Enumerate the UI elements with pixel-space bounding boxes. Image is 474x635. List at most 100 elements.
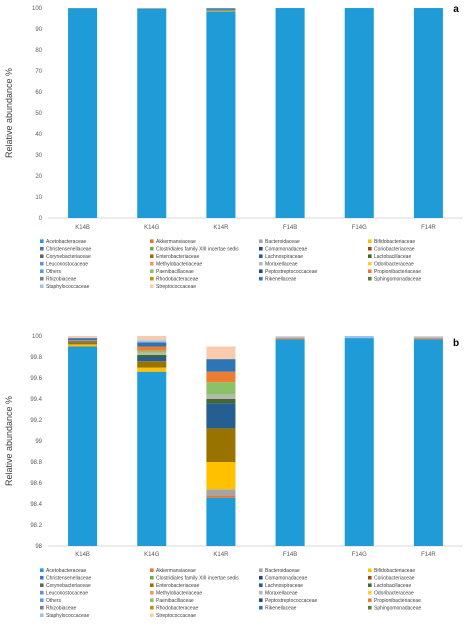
- panel-a-ytick-label: 60: [35, 90, 42, 96]
- panel-a-bar-segment-k14r-bifidobacteriaceae: [206, 10, 236, 12]
- panel-b-y-axis-title: Relative abundance %: [4, 396, 14, 486]
- panel-b-ytick-label: 99.2: [30, 418, 42, 424]
- panel-a-legend-label: Staphylococcaceae: [46, 284, 90, 290]
- panel-a-legend-label: Enterobacteriaceae: [156, 254, 200, 260]
- panel-b-xtick-label: K14G: [144, 552, 160, 558]
- panel-a-legend-label: Propionibacteriaceae: [374, 269, 421, 275]
- panel-a-ytick-label: 50: [35, 111, 42, 117]
- panel-a-legend-swatch: [150, 261, 154, 266]
- panel-a-bar-segment-f14r-acetobacteraceae: [413, 8, 443, 218]
- panel-b-bar-segment-k14g-enterobacteriaceae: [137, 361, 167, 368]
- panel-b-bar-segment-f14b-acetobacteraceae: [275, 339, 305, 546]
- panel-a-legend-swatch: [368, 246, 372, 251]
- panel-a-legend-swatch: [40, 261, 44, 266]
- panel-a-legend-label: Bifidobacteriaceae: [374, 239, 415, 245]
- panel-a-legend-label: Leuconostocaceae: [46, 262, 88, 268]
- panel-b-bar-segment-f14g-staphylococcaceae: [344, 336, 374, 339]
- panel-b-ytick-label: 99.4: [30, 397, 42, 403]
- panel-a-ytick-label: 70: [35, 69, 42, 75]
- panel-b-bar-segment-f14b-streptococcaceae: [275, 336, 305, 338]
- panel-b-bar-segment-k14b-acetobacteraceae: [68, 346, 98, 546]
- panel-a-legend-swatch: [368, 239, 372, 243]
- panel-b-bar-segment-k14g-acetobacteraceae: [137, 371, 167, 546]
- panel-b-bar-segment-k14b-enterobacteriaceae: [68, 342, 98, 345]
- panel-b-legend-swatch: [40, 568, 44, 572]
- panel-a-legend-label: Bacteroidaceae: [265, 239, 300, 245]
- panel-a-legend-label: Methylobacteriaceae: [156, 262, 202, 268]
- panel-b-ytick-label: 98.6: [30, 481, 42, 487]
- panel-b-legend-label: Corynebacteriaceae: [46, 583, 91, 589]
- panel-b-legend-label: Comamonadaceae: [265, 576, 307, 582]
- panel-b-bar-segment-k14r-moraxellaceae: [206, 394, 236, 399]
- panel-b-legend-label: Leuconostocaceae: [46, 591, 88, 597]
- panel-b-bar-segment-k14r-propionibacteriaceae: [206, 371, 236, 383]
- panel-b-legend-label: Others: [46, 598, 62, 604]
- panel-a-legend-swatch: [259, 261, 263, 266]
- panel-b-bar-segment-k14g-paenibacillaceae: [137, 350, 167, 353]
- panel-a-legend-label: Acetobacteraceae: [46, 239, 87, 245]
- panel-a-xtick-label: F14G: [352, 225, 367, 231]
- panel-b-bar-segment-k14r-akkermansiaceae: [206, 495, 236, 498]
- panel-a-ytick-label: 100: [32, 6, 43, 12]
- panel-a-ytick-label: 90: [35, 27, 42, 33]
- panel-a-legend-label: Corynebacteriaceae: [46, 254, 91, 260]
- panel-b-legend-label: Lachnospiraceae: [265, 583, 303, 589]
- panel-a-legend-swatch: [150, 246, 154, 251]
- panel-b-ytick-label: 99: [35, 439, 42, 445]
- panel-b-bar-segment-k14r-rikenellaceae: [206, 359, 236, 372]
- panel-a-legend-swatch: [368, 254, 372, 258]
- panel-b-legend-swatch: [259, 605, 263, 610]
- panel-a-legend-label: Peptostreptococcaceae: [265, 269, 317, 275]
- panel-a-legend-label: Clostridiales family XIII incertae sedis: [156, 247, 239, 253]
- panel-a-label: a: [453, 4, 459, 15]
- panel-a-ytick-label: 0: [39, 216, 43, 222]
- panel-b-ytick-label: 99.8: [30, 355, 42, 361]
- panel-b-xtick-label: F14B: [283, 552, 297, 558]
- panel-b-legend-label: Bacteroidaceae: [265, 568, 300, 574]
- panel-b-bar-segment-f14g-acetobacteraceae: [344, 338, 374, 546]
- panel-a-legend-swatch: [259, 269, 263, 273]
- panel-a-ytick-label: 80: [35, 48, 42, 54]
- panel-a-legend-swatch: [40, 276, 44, 281]
- panel-b-bar-segment-f14r-staphylococcaceae: [413, 337, 443, 339]
- panel-b-ytick-label: 98.2: [30, 523, 42, 529]
- panel-b-legend-swatch: [150, 583, 154, 587]
- panel-a-y-axis-title: Relative abundance %: [4, 68, 14, 158]
- panel-b-bar-segment-k14r-bifidobacteriaceae: [206, 462, 236, 490]
- panel-b-legend-label: Paenibacillaceae: [156, 598, 194, 604]
- panel-a-xtick-label: K14B: [75, 225, 90, 231]
- panel-b-bar-segment-k14g-moraxellaceae: [137, 352, 167, 355]
- panel-a-xtick-label: K14G: [144, 225, 160, 231]
- panel-b-legend-swatch: [150, 598, 154, 602]
- panel-a-bar-segment-k14r-acetobacteraceae: [206, 11, 236, 218]
- panel-b-legend-swatch: [368, 575, 372, 580]
- panel-b-legend-label: Akkermansiaceae: [156, 568, 196, 574]
- panel-b-label: b: [453, 338, 459, 349]
- panel-a-legend-label: Others: [46, 269, 62, 275]
- panel-b-legend-swatch: [40, 583, 44, 587]
- panel-a-xtick-label: F14B: [283, 225, 297, 231]
- panel-b-legend-label: Odoribacteraceae: [374, 591, 414, 597]
- panel-b-legend-label: Propionibacteriaceae: [374, 598, 421, 604]
- panel-b-legend-label: Coriobacteriaceae: [374, 576, 415, 582]
- panel-b-legend-swatch: [40, 575, 44, 580]
- panel-b-bar-segment-k14r-streptococcaceae: [206, 346, 236, 360]
- panel-a-legend-swatch: [259, 246, 263, 251]
- panel-a-legend-label: Rhodobacteraceae: [156, 277, 198, 283]
- panel-b-legend-swatch: [150, 590, 154, 595]
- panel-b-bar-segment-f14b-staphylococcaceae: [275, 337, 305, 339]
- panel-b-legend-swatch: [150, 605, 154, 610]
- panel-a-legend-swatch: [40, 246, 44, 251]
- panel-b-bar-segment-f14r-streptococcaceae: [413, 336, 443, 338]
- panel-a-xtick-label: F14R: [421, 225, 436, 231]
- panel-b-bar-segment-k14r-enterobacteriaceae: [206, 428, 236, 462]
- panel-a-legend-label: Lachnospiraceae: [265, 254, 303, 260]
- panel-a-legend-swatch: [259, 254, 263, 258]
- panel-b-bar-segment-k14b-bifidobacteriaceae: [68, 344, 98, 347]
- panel-b-xtick-label: F14R: [421, 552, 436, 558]
- panel-a-legend-label: Akkermansiaceae: [156, 239, 196, 245]
- panel-b-legend-swatch: [368, 605, 372, 610]
- panel-a-legend-label: Rhizobiaceae: [46, 277, 77, 283]
- panel-a-bar-segment-k14r-lachnospiraceae: [206, 9, 236, 11]
- panel-b-legend-label: Peptostreptococcaceae: [265, 598, 317, 604]
